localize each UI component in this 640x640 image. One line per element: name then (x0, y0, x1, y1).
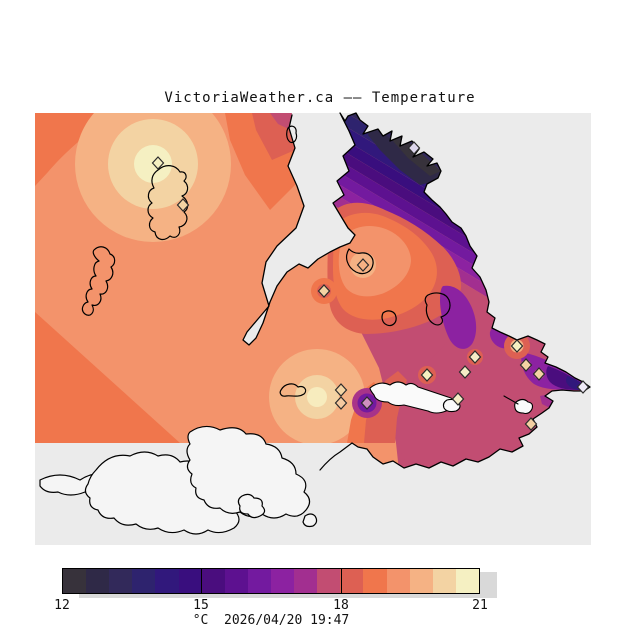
colorbar-segment (63, 569, 87, 593)
harbour-water (514, 398, 534, 415)
colorbar-tick-line (201, 568, 203, 594)
lake-outline (424, 292, 451, 326)
station-marker (360, 396, 374, 410)
colorbar-segment (363, 569, 387, 593)
bay-hook-coastline (346, 248, 374, 275)
colorbar-segment (178, 569, 202, 593)
station-marker (151, 156, 165, 170)
island-outline (279, 383, 307, 397)
page-title: VictoriaWeather.ca —— Temperature (164, 90, 476, 106)
colorbar-tick-label: 12 (54, 598, 70, 613)
station-marker (458, 365, 472, 379)
station-marker (356, 258, 370, 272)
colorbar-segment (340, 569, 364, 593)
station-marker (176, 198, 190, 212)
hotspot-s-cream (307, 387, 327, 407)
station-marker (532, 367, 546, 381)
station-marker (334, 383, 348, 397)
colorbar-segment (109, 569, 133, 593)
colorbar-segment (132, 569, 156, 593)
south-coast-link (319, 442, 353, 471)
south-islet (302, 513, 318, 528)
lake-outline (381, 310, 397, 327)
colorbar-segment (432, 569, 456, 593)
gorge-waterway (503, 395, 519, 405)
colorbar-segment (294, 569, 318, 593)
contour-corner-nw (35, 113, 118, 186)
island-outline (81, 246, 116, 316)
contour-corner-sw (35, 312, 180, 443)
station-marker (420, 368, 434, 382)
colorbar-segment (224, 569, 248, 593)
station-marker (510, 339, 524, 353)
station-marker (317, 284, 331, 298)
colorbar-segment (201, 569, 225, 593)
station-marker (451, 392, 465, 406)
colorbar-tick-label: 21 (472, 598, 488, 613)
island-outline (286, 125, 298, 144)
south-islet (237, 493, 266, 519)
island-outline (147, 165, 189, 241)
south-coastline (186, 425, 311, 519)
colorbar-tick-label: 15 (193, 598, 209, 613)
colorbar-segment (317, 569, 341, 593)
colorbar-segment (270, 569, 295, 593)
colorbar-segment (455, 569, 479, 593)
station-marker (334, 396, 348, 410)
station-marker (407, 141, 421, 155)
colorbar-segment (386, 569, 410, 593)
station-marker (468, 350, 482, 364)
colorbar-segment (409, 569, 433, 593)
colorbar-segment (86, 569, 110, 593)
saanich-inlet-coastline (242, 114, 356, 346)
colorbar-footer-label: °C 2026/04/20 19:47 (192, 613, 350, 628)
station-marker (524, 417, 538, 431)
saanich-inlet-water (243, 113, 355, 345)
station-marker (519, 358, 533, 372)
colorbar (62, 568, 480, 594)
colorbar-tick-label: 18 (333, 598, 349, 613)
station-marker (576, 380, 590, 394)
colorbar-segment (247, 569, 271, 593)
colorbar-tick-line (341, 568, 343, 594)
colorbar-segment (155, 569, 179, 593)
